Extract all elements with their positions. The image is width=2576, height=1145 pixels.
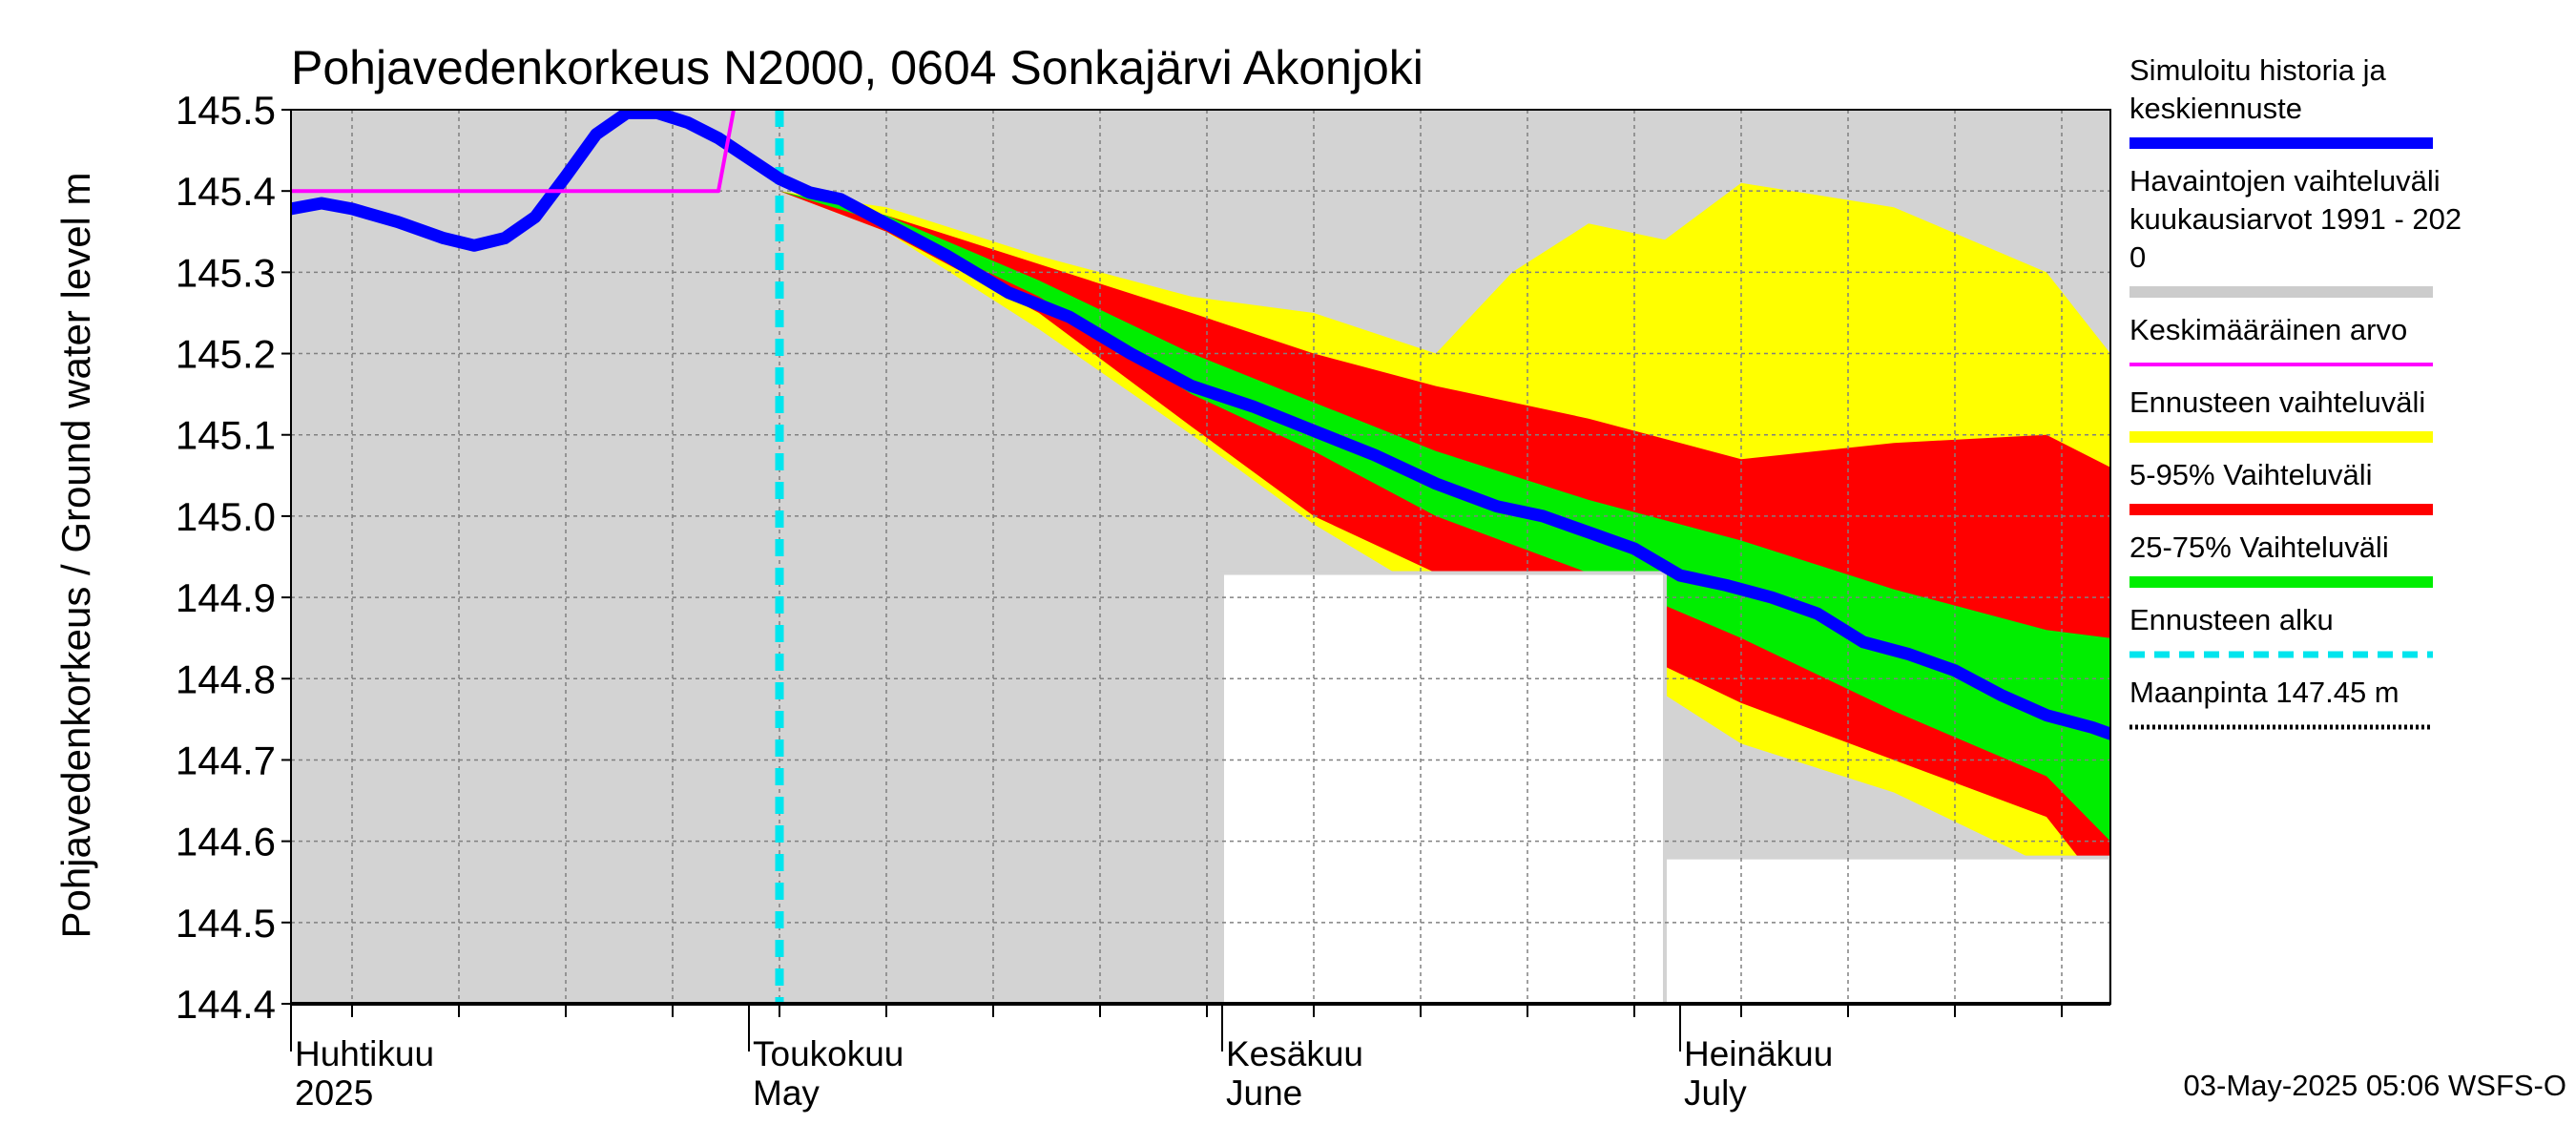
legend: Simuloitu historia ja keskiennuste Havaint… bbox=[2129, 53, 2462, 730]
legend-label: Ennusteen vaihteluväli bbox=[2129, 385, 2425, 419]
white-region bbox=[1220, 571, 1667, 1004]
legend-label: Maanpinta 147.45 m bbox=[2129, 676, 2399, 709]
y-tick-label: 144.8 bbox=[176, 656, 276, 701]
legend-label: Ennusteen alku bbox=[2129, 603, 2334, 636]
y-tick-label: 144.9 bbox=[176, 575, 276, 620]
white-region bbox=[1663, 855, 2110, 1004]
y-tick-label: 144.7 bbox=[176, 738, 276, 782]
legend-label: Keskimääräinen arvo bbox=[2129, 313, 2407, 346]
legend-label: Simuloitu historia ja bbox=[2129, 53, 2387, 87]
y-tick-label: 145.3 bbox=[176, 250, 276, 295]
month-label: Huhtikuu bbox=[295, 1034, 434, 1073]
month-label: Heinäkuu bbox=[1684, 1034, 1833, 1073]
legend-label: keskiennuste bbox=[2129, 92, 2302, 125]
legend-label: kuukausiarvot 1991 - 202 bbox=[2129, 202, 2462, 236]
month-label-en: May bbox=[753, 1073, 820, 1113]
axes: 144.4 144.5 144.6 144.7 144.8 144.9 145.0 145.1… bbox=[176, 88, 2111, 1113]
y-axis-label: Pohjavedenkorkeus / Ground water level m bbox=[53, 172, 98, 938]
legend-label: 5-95% Vaihteluväli bbox=[2129, 458, 2372, 491]
legend-label: 0 bbox=[2129, 240, 2146, 274]
y-tick-label: 145.0 bbox=[176, 494, 276, 539]
series-line-keskim-r-inen-arvo bbox=[291, 110, 736, 194]
timestamp-footer: 03-May-2025 05:06 WSFS-O bbox=[2184, 1069, 2566, 1102]
month-label-en: June bbox=[1226, 1073, 1302, 1113]
y-tick-label: 144.4 bbox=[176, 982, 276, 1027]
plot-area bbox=[291, 110, 2110, 1004]
month-label-en: 2025 bbox=[295, 1073, 373, 1113]
legend-label: 25-75% Vaihteluväli bbox=[2129, 531, 2389, 564]
month-label: Kesäkuu bbox=[1226, 1034, 1363, 1073]
chart-title: Pohjavedenkorkeus N2000, 0604 Sonkajärvi… bbox=[291, 41, 1423, 94]
y-tick-label: 144.5 bbox=[176, 901, 276, 946]
y-tick-label: 145.4 bbox=[176, 169, 276, 214]
y-tick-label: 144.6 bbox=[176, 820, 276, 864]
y-tick-label: 145.5 bbox=[176, 88, 276, 133]
y-tick-label: 145.1 bbox=[176, 413, 276, 458]
legend-label: Havaintojen vaihteluväli bbox=[2129, 164, 2441, 198]
month-label-en: July bbox=[1684, 1073, 1747, 1113]
band-5-95-vaihteluv-li bbox=[779, 191, 2110, 931]
plot-content bbox=[291, 110, 2110, 1004]
month-label: Toukokuu bbox=[753, 1034, 904, 1073]
y-tick-label: 145.2 bbox=[176, 332, 276, 377]
